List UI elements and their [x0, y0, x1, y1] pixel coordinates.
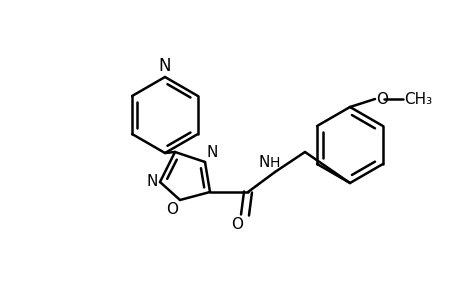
Text: N: N — [207, 145, 218, 160]
Text: O: O — [230, 217, 242, 232]
Text: O: O — [375, 92, 387, 106]
Text: O: O — [166, 202, 178, 217]
Text: N: N — [258, 155, 269, 170]
Text: H: H — [269, 156, 280, 170]
Text: CH₃: CH₃ — [403, 92, 431, 106]
Text: N: N — [146, 175, 157, 190]
Text: N: N — [158, 57, 171, 75]
